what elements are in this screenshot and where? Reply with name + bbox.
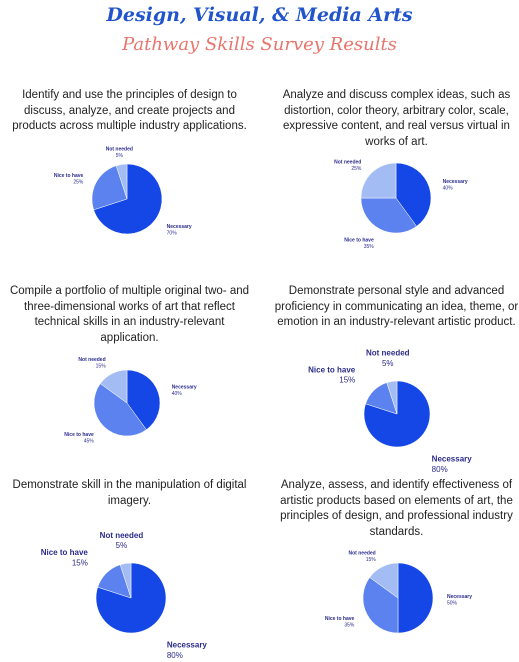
slice-label: Nice to have: [308, 365, 356, 374]
pie-slice: [91, 165, 128, 211]
slice-value: 45%: [84, 439, 95, 445]
slice-value: 35%: [364, 244, 375, 250]
slice-label: Nice to have: [344, 238, 374, 244]
slice-label: Not needed: [366, 349, 410, 358]
slice-label: Necessary: [447, 594, 472, 600]
slice-label: Nice to have: [325, 616, 355, 622]
slice-value: 25%: [351, 166, 362, 172]
slice-value: 5%: [382, 359, 394, 368]
slice-value: 15%: [96, 364, 107, 370]
slice-value: 5%: [116, 541, 128, 550]
slice-label: Not needed: [349, 550, 376, 556]
pie-slice: [95, 562, 167, 634]
pie-slice: [93, 163, 163, 235]
slice-label: Necessary: [167, 640, 208, 649]
pie-slice: [93, 383, 147, 437]
pie-slice: [360, 197, 417, 234]
pie-slice: [397, 562, 434, 634]
slice-value: 70%: [167, 230, 178, 236]
slice-label: Nice to have: [54, 173, 84, 179]
pie-slice: [119, 562, 132, 599]
slice-value: 5%: [116, 153, 124, 159]
slice-value: 15%: [339, 376, 355, 385]
slice-label: Necessary: [167, 224, 192, 230]
pie-slice: [360, 162, 397, 199]
slice-label: Nice to have: [64, 432, 94, 438]
slice-value: 25%: [73, 179, 84, 185]
pie-slice: [369, 562, 399, 599]
slice-value: 40%: [443, 185, 454, 191]
slice-value: 80%: [432, 465, 448, 474]
pie-slice: [126, 369, 161, 431]
slice-value: 80%: [167, 651, 183, 660]
slice-value: 35%: [344, 623, 355, 629]
slice-value: 40%: [172, 391, 183, 397]
page-subtitle: Pathway Skills Survey Results: [122, 34, 397, 55]
question: Identify and use the principles of desig…: [12, 89, 247, 132]
slice-label: Necessary: [172, 384, 197, 390]
question: Demonstrate skill in the manipulation of…: [12, 479, 247, 507]
pie-slice: [99, 369, 128, 404]
slice-label: Not needed: [78, 357, 105, 363]
pie-slice: [362, 577, 399, 634]
page-title: Design, Visual, & Media Arts: [106, 4, 413, 26]
slice-value: 15%: [366, 557, 377, 563]
slice-value: 15%: [72, 558, 88, 567]
slice-label: Not needed: [106, 147, 133, 153]
slice-label: Not needed: [334, 159, 361, 165]
question: Analyze, assess, and identify effectiven…: [280, 479, 513, 538]
slice-label: Not needed: [100, 531, 144, 540]
pie-slice: [395, 162, 432, 227]
question: Demonstrate personal style and advanced …: [274, 285, 519, 328]
pie-slice: [386, 380, 398, 415]
question: Compile a portfolio of multiple original…: [9, 285, 250, 344]
slice-label: Nice to have: [41, 548, 89, 557]
question: Analyze and discuss complex ideas, such …: [282, 89, 511, 148]
slice-value: 50%: [447, 601, 458, 607]
slice-label: Necessary: [432, 455, 473, 464]
slice-label: Necessary: [443, 179, 468, 185]
pie-slice: [115, 163, 128, 200]
